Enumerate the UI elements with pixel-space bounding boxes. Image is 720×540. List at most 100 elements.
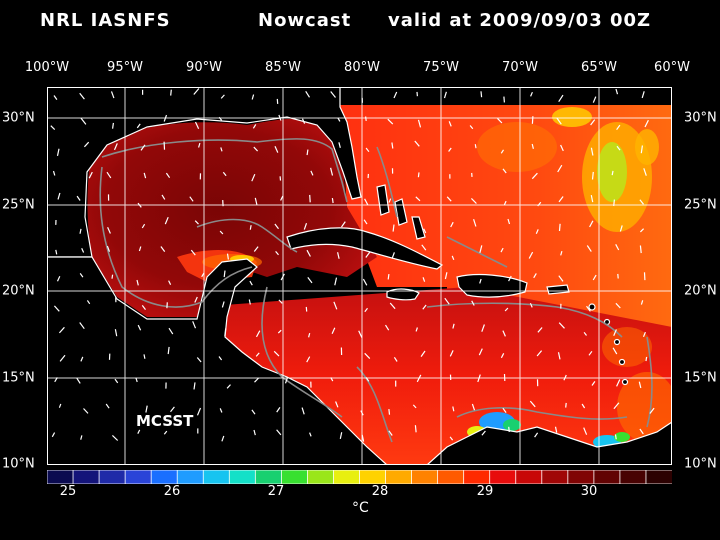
vector-arrow (81, 247, 85, 253)
vector-arrow (616, 145, 621, 151)
vector-arrow (388, 409, 391, 415)
vector-arrow (306, 356, 311, 363)
vector-arrow (478, 348, 483, 356)
model-title: NRL IASNFS (40, 10, 171, 31)
vector-arrow (79, 322, 85, 330)
vector-arrow (416, 374, 422, 383)
vector-arrow (143, 354, 146, 359)
vector-arrow (446, 196, 452, 202)
colorbar-swatch (489, 470, 517, 484)
vector-arrow (613, 329, 617, 336)
vector-arrow (590, 194, 594, 203)
sst-map (47, 87, 672, 465)
vector-arrow (252, 124, 257, 129)
vector-arrow (219, 230, 224, 235)
vector-arrow (136, 123, 141, 129)
lat-label-15n-left: 15°N (2, 370, 35, 386)
lat-label-30n-right: 30°N (684, 110, 717, 126)
vector-arrow (531, 172, 538, 180)
vector-arrow (504, 307, 509, 312)
vector-arrow (53, 95, 58, 100)
colorbar-tick-30: 30 (580, 484, 598, 499)
vector-arrow (474, 144, 477, 149)
vector-arrow (640, 145, 643, 154)
vector-arrow (136, 279, 139, 286)
vector-arrow (337, 252, 340, 259)
vector-arrow (194, 121, 200, 129)
vector-arrow (306, 149, 309, 156)
vector-arrow (110, 91, 115, 99)
colorbar-swatch (176, 470, 205, 484)
vector-arrow (537, 327, 543, 333)
vector-arrow (444, 297, 450, 305)
vector-arrow (248, 299, 251, 305)
vector-arrow (167, 346, 170, 355)
vector-arrow (387, 274, 390, 280)
vector-arrow (277, 329, 282, 334)
vector-arrow (537, 201, 542, 207)
vector-arrow (218, 356, 223, 361)
vector-arrow (53, 305, 60, 312)
vector-arrow (280, 195, 284, 201)
vector-arrow (196, 357, 202, 363)
colorbar-swatch (463, 470, 491, 484)
vector-arrow (83, 408, 89, 414)
vector-arrow (141, 223, 146, 229)
vector-arrow (193, 382, 196, 390)
vector-arrow (556, 117, 562, 125)
vector-arrow (558, 94, 564, 103)
lon-label-85w: 85°W (265, 60, 301, 75)
colorbar-swatch (307, 470, 335, 484)
colorbar-swatch (47, 470, 74, 484)
colorbar-swatch (124, 470, 153, 484)
vector-arrow (303, 223, 308, 230)
colorbar-tick-27: 27 (267, 484, 285, 499)
vector-arrow (591, 381, 596, 386)
vector-arrow (615, 244, 620, 251)
vector-arrow (365, 251, 371, 258)
vector-arrow (223, 270, 226, 278)
vector-arrow (417, 119, 422, 128)
colorbar-swatch (619, 470, 647, 484)
vector-arrow (642, 331, 646, 338)
colorbar-swatch (359, 470, 387, 484)
vector-arrow (170, 406, 175, 413)
vector-arrow (192, 321, 197, 329)
vector-arrow (477, 374, 481, 383)
lat-label-10n-right: 10°N (684, 456, 717, 472)
vector-arrow (219, 408, 223, 413)
vector-arrow (529, 400, 536, 408)
vector-arrow (639, 245, 642, 254)
vector-arrow (451, 255, 455, 261)
vector-arrow (76, 195, 81, 201)
vector-arrow (422, 277, 426, 282)
vector-arrow (330, 167, 334, 176)
vector-arrow (360, 410, 364, 416)
vector-arrow (473, 219, 477, 227)
vector-arrow (422, 304, 427, 310)
vector-arrow (558, 223, 561, 232)
vector-arrow (421, 244, 427, 251)
vector-arrow (337, 117, 341, 122)
vector-arrow (253, 429, 256, 436)
vector-arrow (254, 197, 258, 205)
vector-arrow (639, 228, 645, 233)
vector-arrow (308, 332, 311, 338)
vector-arrow (80, 356, 84, 362)
vector-arrow (558, 322, 565, 329)
colorbar-swatch (333, 470, 361, 484)
vector-arrow (140, 144, 146, 151)
vector-arrow (275, 251, 279, 256)
vector-arrow (220, 147, 223, 152)
vector-arrow (57, 192, 61, 200)
lon-label-70w: 70°W (502, 60, 538, 75)
colorbar-swatch (411, 470, 439, 484)
vector-arrow (193, 88, 200, 95)
vector-arrow (218, 116, 223, 121)
vector-arrow (503, 200, 507, 206)
vector-arrow (497, 117, 503, 124)
vector-arrow (330, 377, 334, 382)
vector-arrow (502, 330, 506, 337)
vector-arrow (528, 251, 534, 259)
vector-arrow (249, 225, 252, 230)
